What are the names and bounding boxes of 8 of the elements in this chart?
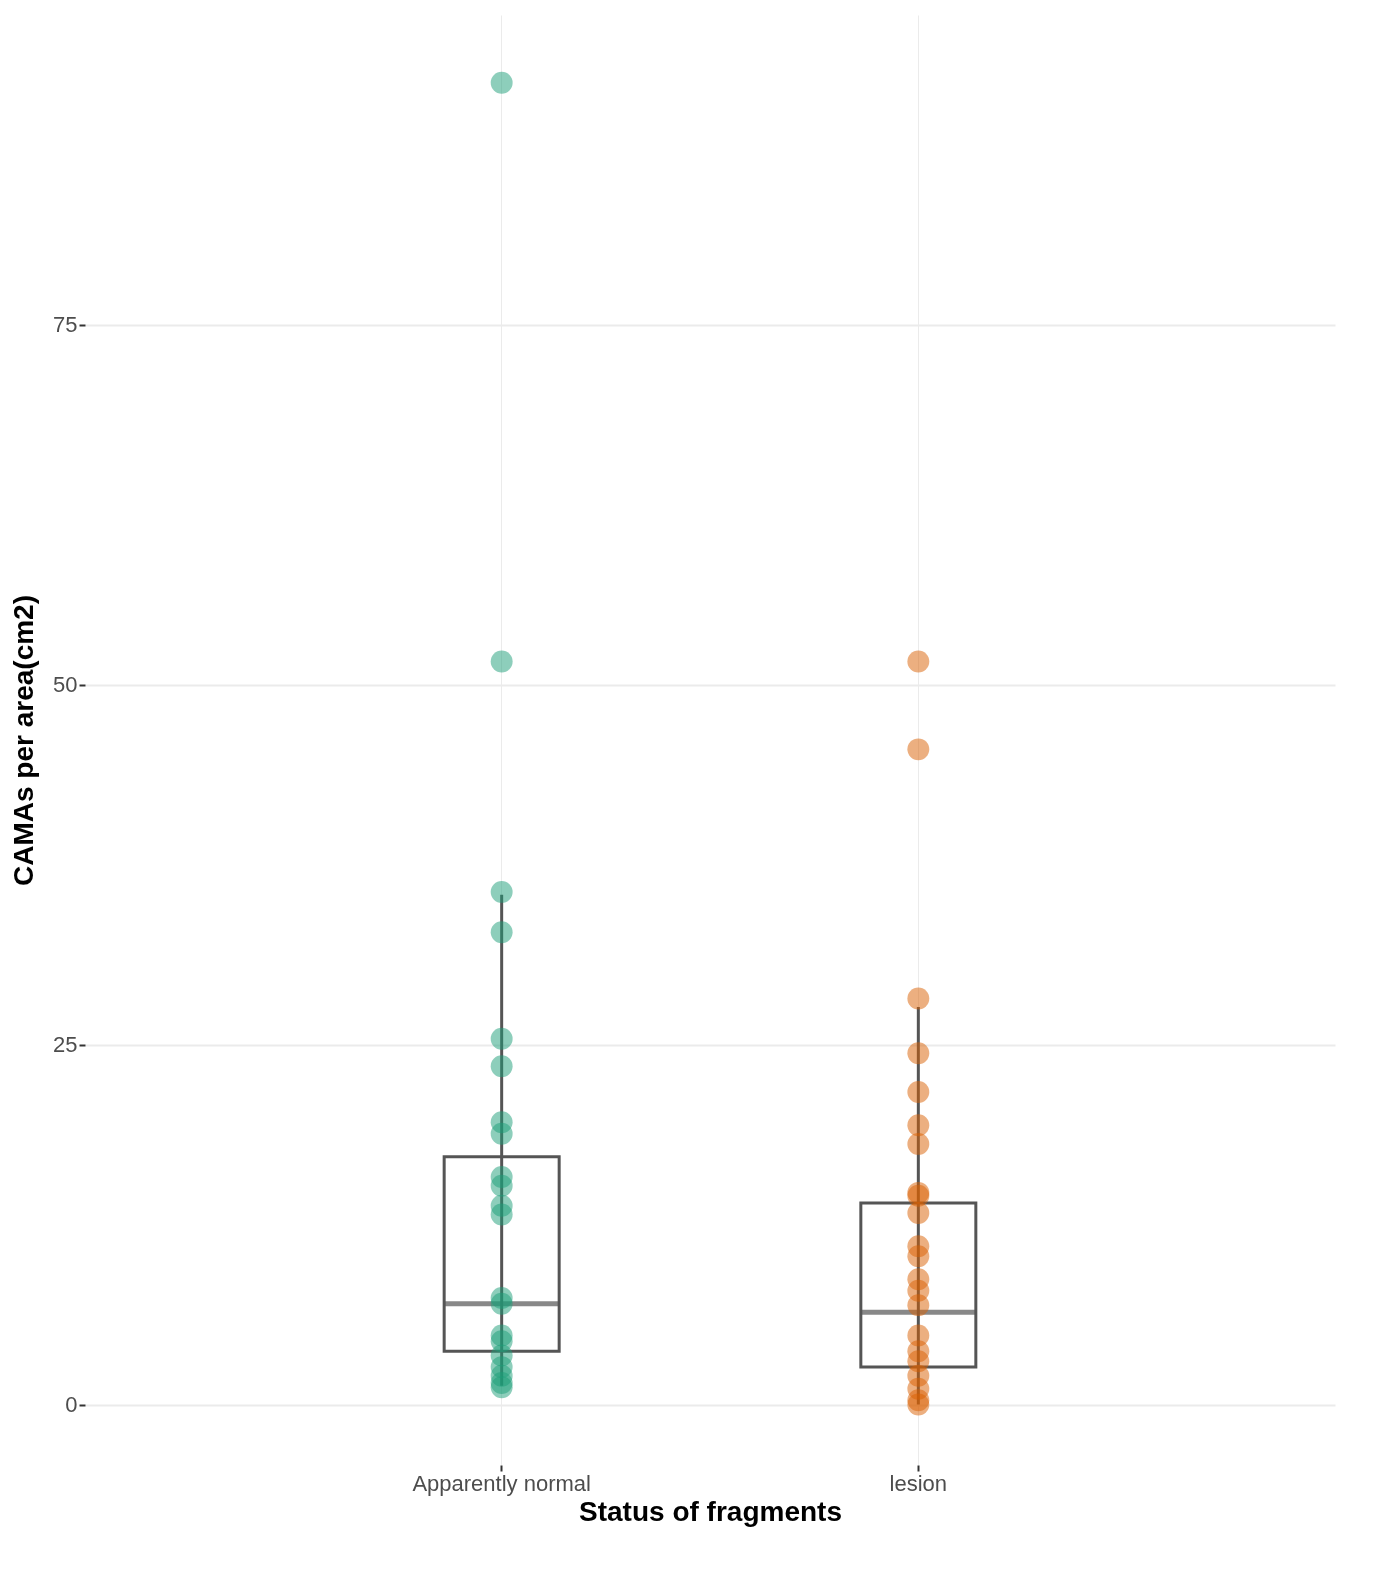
x-tick-label: Apparently normal (412, 1470, 591, 1496)
y-tick-label: 50 (53, 672, 78, 698)
y-tick-label: 25 (53, 1032, 78, 1058)
x-axis-title: Status of fragments (579, 1495, 842, 1527)
y-tick-label: 0 (65, 1392, 78, 1418)
x-tick-label: lesion (889, 1470, 948, 1496)
y-axis-title: CAMAs per area(cm2) (8, 595, 40, 886)
y-tick-label: 75 (53, 312, 78, 338)
